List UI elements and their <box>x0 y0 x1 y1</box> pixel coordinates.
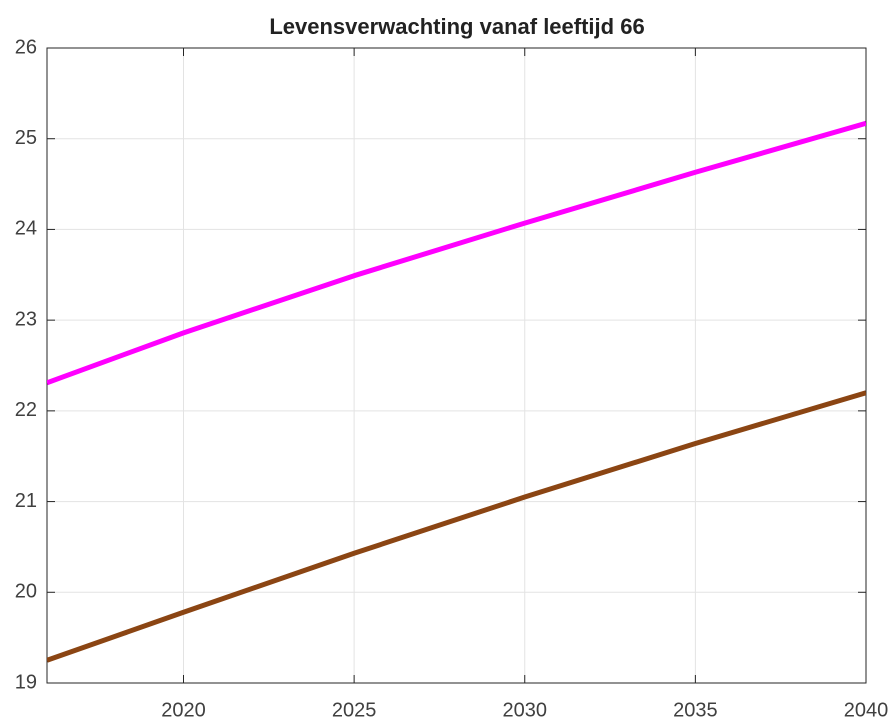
y-tick-label: 25 <box>15 127 37 149</box>
y-tick-label: 21 <box>15 490 37 512</box>
y-tick-label: 23 <box>15 308 37 330</box>
x-tick-label: 2025 <box>332 699 377 720</box>
chart-title: Levensverwachting vanaf leeftijd 66 <box>269 14 644 39</box>
x-tick-label: 2040 <box>844 699 889 720</box>
x-tick-label: 2020 <box>161 699 206 720</box>
plot-frame <box>46 47 867 684</box>
data-line <box>47 390 866 663</box>
y-tick-label: 26 <box>15 36 37 58</box>
data-line <box>47 120 866 386</box>
x-tick-label: 2030 <box>503 699 548 720</box>
y-tick-label: 22 <box>15 399 37 421</box>
y-tick-label: 24 <box>15 218 37 240</box>
y-tick-label: 20 <box>15 581 37 603</box>
y-tick-label: 19 <box>15 671 37 693</box>
x-tick-label: 2035 <box>673 699 718 720</box>
